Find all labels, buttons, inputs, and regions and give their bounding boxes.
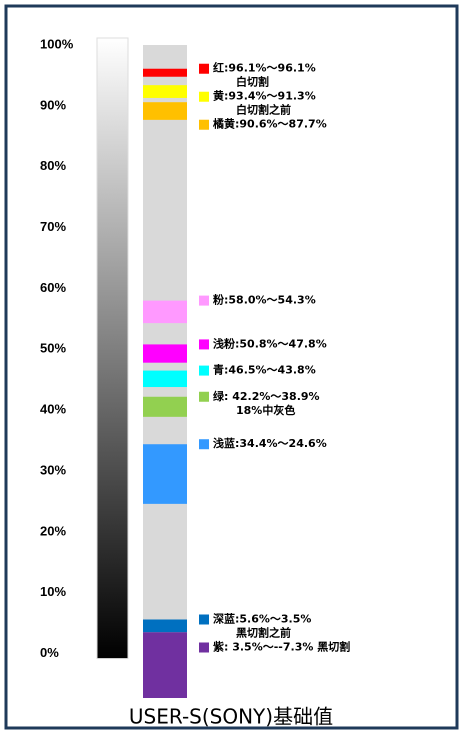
legend-swatch <box>199 295 209 306</box>
frame <box>4 4 459 730</box>
band <box>143 344 187 363</box>
band <box>143 68 187 77</box>
legend-swatch <box>199 91 209 102</box>
legend-swatch <box>199 119 209 130</box>
legend-swatch <box>199 339 209 350</box>
band-label: 紫: 3.5%～--7.3% 黑切割 <box>213 639 350 653</box>
band <box>143 300 187 324</box>
y-tick-label: 30% <box>40 462 66 477</box>
y-tick-label: 0% <box>40 645 59 660</box>
y-tick-label: 20% <box>40 523 66 538</box>
band-note: 白切割 <box>236 75 269 89</box>
band-label: 浅粉:50.8%～47.8% <box>213 336 327 350</box>
chart-title: USER-S(SONY)基础值 <box>129 705 333 729</box>
legend-swatch <box>199 439 209 450</box>
band-label: 青:46.5%～43.8% <box>213 363 316 377</box>
band <box>143 370 187 388</box>
legend-swatch <box>199 365 209 376</box>
band-note: 黑切割之前 <box>236 625 291 639</box>
band <box>143 102 187 120</box>
band-label: 粉:58.0%～54.3% <box>213 293 316 307</box>
y-tick-label: 60% <box>40 280 66 295</box>
y-tick-label: 70% <box>40 219 66 234</box>
band-label: 红:96.1%～96.1% <box>213 61 316 75</box>
band-note: 18%中灰色 <box>236 403 295 417</box>
legend-swatch <box>199 614 209 625</box>
band-label: 黄:93.4%～91.3% <box>213 89 316 103</box>
band <box>143 632 187 698</box>
band-label: 浅蓝:34.4%～24.6% <box>213 436 327 450</box>
band <box>143 396 187 417</box>
y-tick-label: 10% <box>40 584 66 599</box>
band-note: 白切割之前 <box>236 103 291 117</box>
legend-swatch <box>199 391 209 402</box>
y-tick-label: 50% <box>40 341 66 356</box>
band <box>143 85 187 98</box>
band <box>143 444 187 504</box>
band <box>143 619 187 633</box>
y-tick-label: 100% <box>40 36 74 51</box>
band-label: 绿: 42.2%～38.9% <box>213 389 320 403</box>
legend-swatch <box>199 63 209 74</box>
band-label: 橘黄:90.6%～87.7% <box>212 117 327 131</box>
y-tick-label: 90% <box>40 97 66 112</box>
legend-swatch <box>199 642 209 653</box>
gradient-bar <box>96 37 129 660</box>
y-tick-label: 40% <box>40 402 66 417</box>
band-label: 深蓝:5.6%～3.5% <box>213 611 311 625</box>
y-tick-label: 80% <box>40 158 66 173</box>
